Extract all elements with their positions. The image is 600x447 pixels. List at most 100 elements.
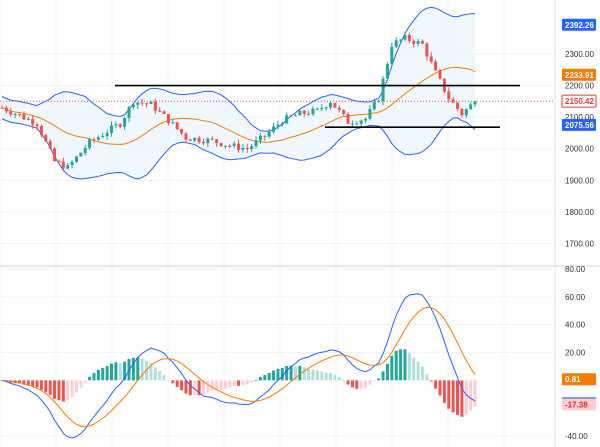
histogram-bar: [289, 365, 293, 381]
candle-body: [61, 161, 65, 169]
histogram-bar: [184, 380, 188, 394]
histogram-bar: [320, 371, 324, 381]
candle-body: [184, 133, 188, 140]
histogram-bar: [377, 378, 381, 381]
macd-line: [1, 293, 476, 439]
candle-body: [223, 145, 227, 147]
histogram-bar: [464, 380, 468, 415]
candle-body: [254, 140, 258, 147]
candle-body: [429, 56, 433, 62]
histogram-bar: [158, 371, 162, 381]
histogram-bar: [342, 380, 346, 381]
candle-body: [48, 141, 52, 149]
histogram-bar: [438, 380, 442, 396]
histogram-bar: [79, 380, 83, 388]
histogram-bar: [263, 375, 267, 381]
candle-body: [245, 147, 249, 150]
candle-body: [420, 41, 424, 44]
price-tag: 2233.91: [562, 68, 596, 81]
candle-body: [158, 110, 162, 112]
histogram-bar: [298, 365, 302, 381]
candle-body: [57, 161, 61, 163]
candle-body: [193, 137, 197, 141]
histogram-bar: [241, 380, 245, 385]
axis-tick-label: -40.00: [565, 432, 588, 441]
axis-tick-label: 2100.00: [565, 113, 594, 122]
price-tag: 2075.56: [562, 118, 596, 131]
price-tag: 2150.42: [561, 94, 597, 108]
histogram-bar: [333, 374, 337, 381]
candle-body: [250, 146, 254, 150]
price-tag-box: [562, 18, 596, 31]
candle-body: [149, 101, 153, 104]
histogram-bar: [447, 380, 451, 409]
candle-body: [403, 34, 407, 40]
candle-body: [79, 152, 83, 157]
histogram-bar: [61, 380, 65, 402]
price-tag-box: [562, 373, 596, 386]
candle-body: [359, 120, 363, 124]
histogram-bar: [412, 357, 416, 381]
candle-body: [0, 107, 4, 109]
histogram-bar: [311, 369, 315, 381]
candle-body: [101, 135, 105, 138]
candle-body: [407, 34, 411, 41]
histogram-bar: [201, 380, 205, 395]
candle-body: [285, 115, 289, 124]
axis-tick-label: 2000.00: [565, 145, 594, 154]
histogram-bar: [149, 362, 153, 381]
candle-body: [377, 101, 381, 103]
histogram-bar: [219, 380, 223, 390]
histogram-bar: [18, 380, 22, 384]
histogram-bar: [276, 368, 280, 381]
candle-body: [96, 137, 100, 140]
histogram-bar: [101, 367, 105, 381]
candle-body: [22, 114, 26, 120]
candle-body: [188, 139, 192, 141]
candle-body: [293, 115, 297, 117]
price-tag-box: [562, 398, 596, 411]
candle-body: [280, 123, 284, 125]
histogram-bar: [329, 373, 332, 381]
histogram-bar: [35, 380, 39, 388]
histogram-bar: [381, 371, 385, 381]
histogram-bar: [350, 380, 354, 388]
histogram-bar: [188, 380, 192, 396]
histogram-bar: [403, 349, 407, 381]
histogram-bar: [26, 380, 30, 386]
price-tag: 0.81: [562, 373, 596, 386]
axis-tick-label: 1700.00: [565, 240, 594, 249]
candle-body: [127, 107, 131, 119]
candle-body: [131, 104, 135, 108]
histogram-bar: [456, 380, 460, 415]
histogram-bar: [215, 380, 219, 390]
candle-body: [438, 70, 442, 79]
histogram-bar: [105, 366, 109, 381]
candle-body: [258, 135, 262, 141]
histogram-bar: [420, 366, 424, 381]
histogram-bar: [53, 380, 57, 399]
histogram-bar: [166, 380, 170, 381]
histogram-bar: [267, 372, 271, 381]
histogram-bar: [48, 380, 52, 395]
candle-body: [74, 156, 78, 162]
histogram-bar: [355, 380, 359, 389]
axis-tick-label: 20.00: [565, 349, 586, 358]
histogram-bar: [162, 374, 166, 381]
candle-body: [171, 122, 175, 124]
candle-body: [385, 63, 389, 79]
candle-body: [18, 114, 22, 116]
candle-body: [66, 165, 70, 169]
candle-body: [307, 113, 311, 115]
histogram-bar: [245, 380, 249, 385]
candle-body: [372, 101, 376, 110]
histogram-bar: [131, 357, 135, 381]
candle-body: [9, 111, 13, 115]
histogram-bar: [407, 352, 411, 381]
histogram-bar: [359, 380, 363, 389]
candle-body: [302, 110, 306, 114]
candle-body: [473, 101, 477, 105]
price-pane: [0, 6, 555, 180]
histogram-bar: [451, 380, 455, 413]
